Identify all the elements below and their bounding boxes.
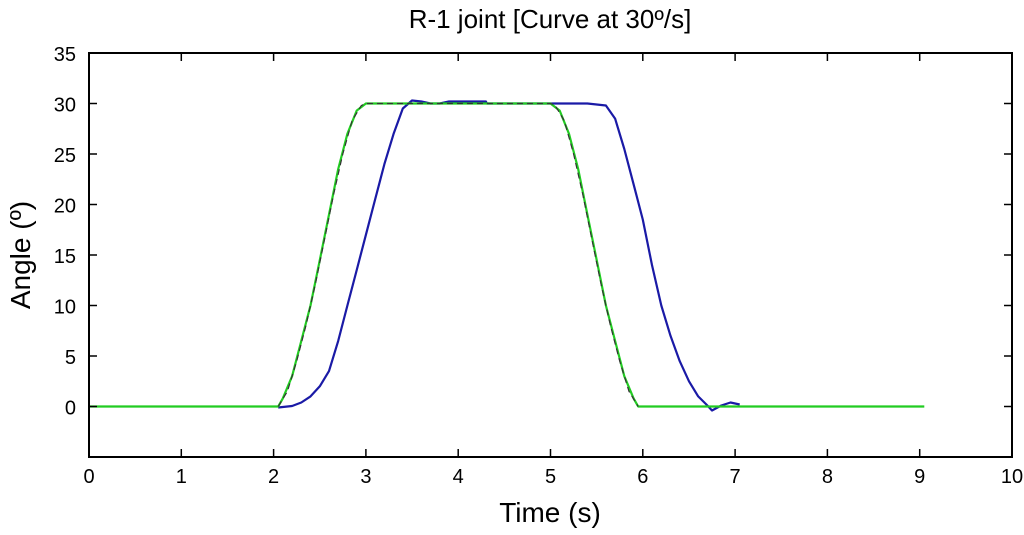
axis-ticks <box>88 52 1013 457</box>
y-tick-label: 10 <box>54 297 76 319</box>
y-tick-label: 15 <box>54 246 76 268</box>
x-tick-label: 0 <box>83 466 94 488</box>
x-tick-label: 8 <box>822 466 833 488</box>
x-tick-label: 6 <box>637 466 648 488</box>
y-tick-label: 20 <box>54 196 76 218</box>
y-tick-label: 35 <box>54 44 76 66</box>
x-tick-label: 5 <box>545 466 556 488</box>
y-tick-label: 0 <box>65 398 76 420</box>
x-tick-label: 9 <box>914 466 925 488</box>
x-tick-label: 3 <box>360 466 371 488</box>
y-tick-labels: 0 5 10 15 20 25 30 35 <box>54 44 76 420</box>
chart-title: R-1 joint [Curve at 30º/s] <box>409 4 692 34</box>
x-tick-label: 7 <box>730 466 741 488</box>
x-tick-label: 4 <box>453 466 464 488</box>
x-tick-label: 2 <box>268 466 279 488</box>
y-tick-label: 5 <box>65 347 76 369</box>
x-axis-label: Time (s) <box>499 497 601 528</box>
x-tick-label: 10 <box>1001 466 1023 488</box>
y-tick-label: 25 <box>54 145 76 167</box>
series-line-1 <box>278 99 740 412</box>
series-line-3 <box>277 102 639 407</box>
x-tick-label: 1 <box>176 466 187 488</box>
plot-frame <box>88 52 1013 458</box>
series-line-2 <box>89 102 925 408</box>
series-group <box>89 99 925 412</box>
x-tick-labels: 0 1 2 3 4 5 6 7 8 9 10 <box>83 466 1023 488</box>
y-tick-label: 30 <box>54 95 76 117</box>
y-axis-label: Angle (º) <box>5 201 36 309</box>
